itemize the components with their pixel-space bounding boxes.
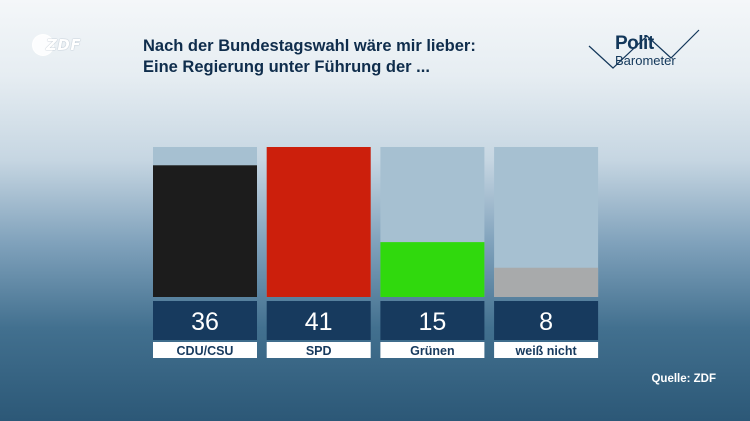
category-box-spd [266, 342, 371, 358]
chart-title: Nach der Bundestagswahl wäre mir lieber:… [143, 36, 476, 78]
brand-barometer: Barometer [615, 53, 676, 68]
category-label-weiß-nicht: weiß nicht [515, 344, 578, 358]
category-label-grünen: Grünen [410, 344, 454, 358]
zdf-logo: ZDF [32, 34, 81, 56]
value-label-grünen: 15 [418, 308, 446, 336]
value-label-weiß-nicht: 8 [539, 308, 553, 336]
category-label-spd: SPD [306, 344, 332, 358]
category-box-cdu-csu [153, 342, 257, 358]
zdf-logo-circle [32, 34, 54, 56]
value-box-cdu-csu [153, 301, 257, 340]
value-box-spd [266, 301, 371, 340]
category-box-grünen [380, 342, 485, 358]
value-box-grünen [380, 301, 485, 340]
category-box-weiß-nicht [494, 342, 599, 358]
bar-grünen [380, 242, 485, 297]
bar-cdu-csu [153, 165, 257, 297]
value-label-spd: 41 [305, 308, 333, 336]
politbarometer-zigzag-icon [588, 29, 700, 69]
zdf-logo-text: ZDF [46, 36, 82, 54]
politbarometer-logo: Polit Barometer [585, 28, 705, 73]
value-box-weiß-nicht [494, 301, 599, 340]
category-label-cdu-csu: CDU/CSU [177, 344, 234, 358]
chart-title-line-2: Eine Regierung unter Führung der ... [143, 58, 430, 76]
chart-title-line-1: Nach der Bundestagswahl wäre mir lieber: [143, 37, 476, 55]
bar-spd [266, 147, 371, 297]
source-note: Quelle: ZDF [651, 373, 716, 385]
bar-weiß-nicht [494, 267, 599, 297]
brand-polit: Polit [615, 33, 654, 54]
value-label-cdu-csu: 36 [191, 308, 219, 336]
